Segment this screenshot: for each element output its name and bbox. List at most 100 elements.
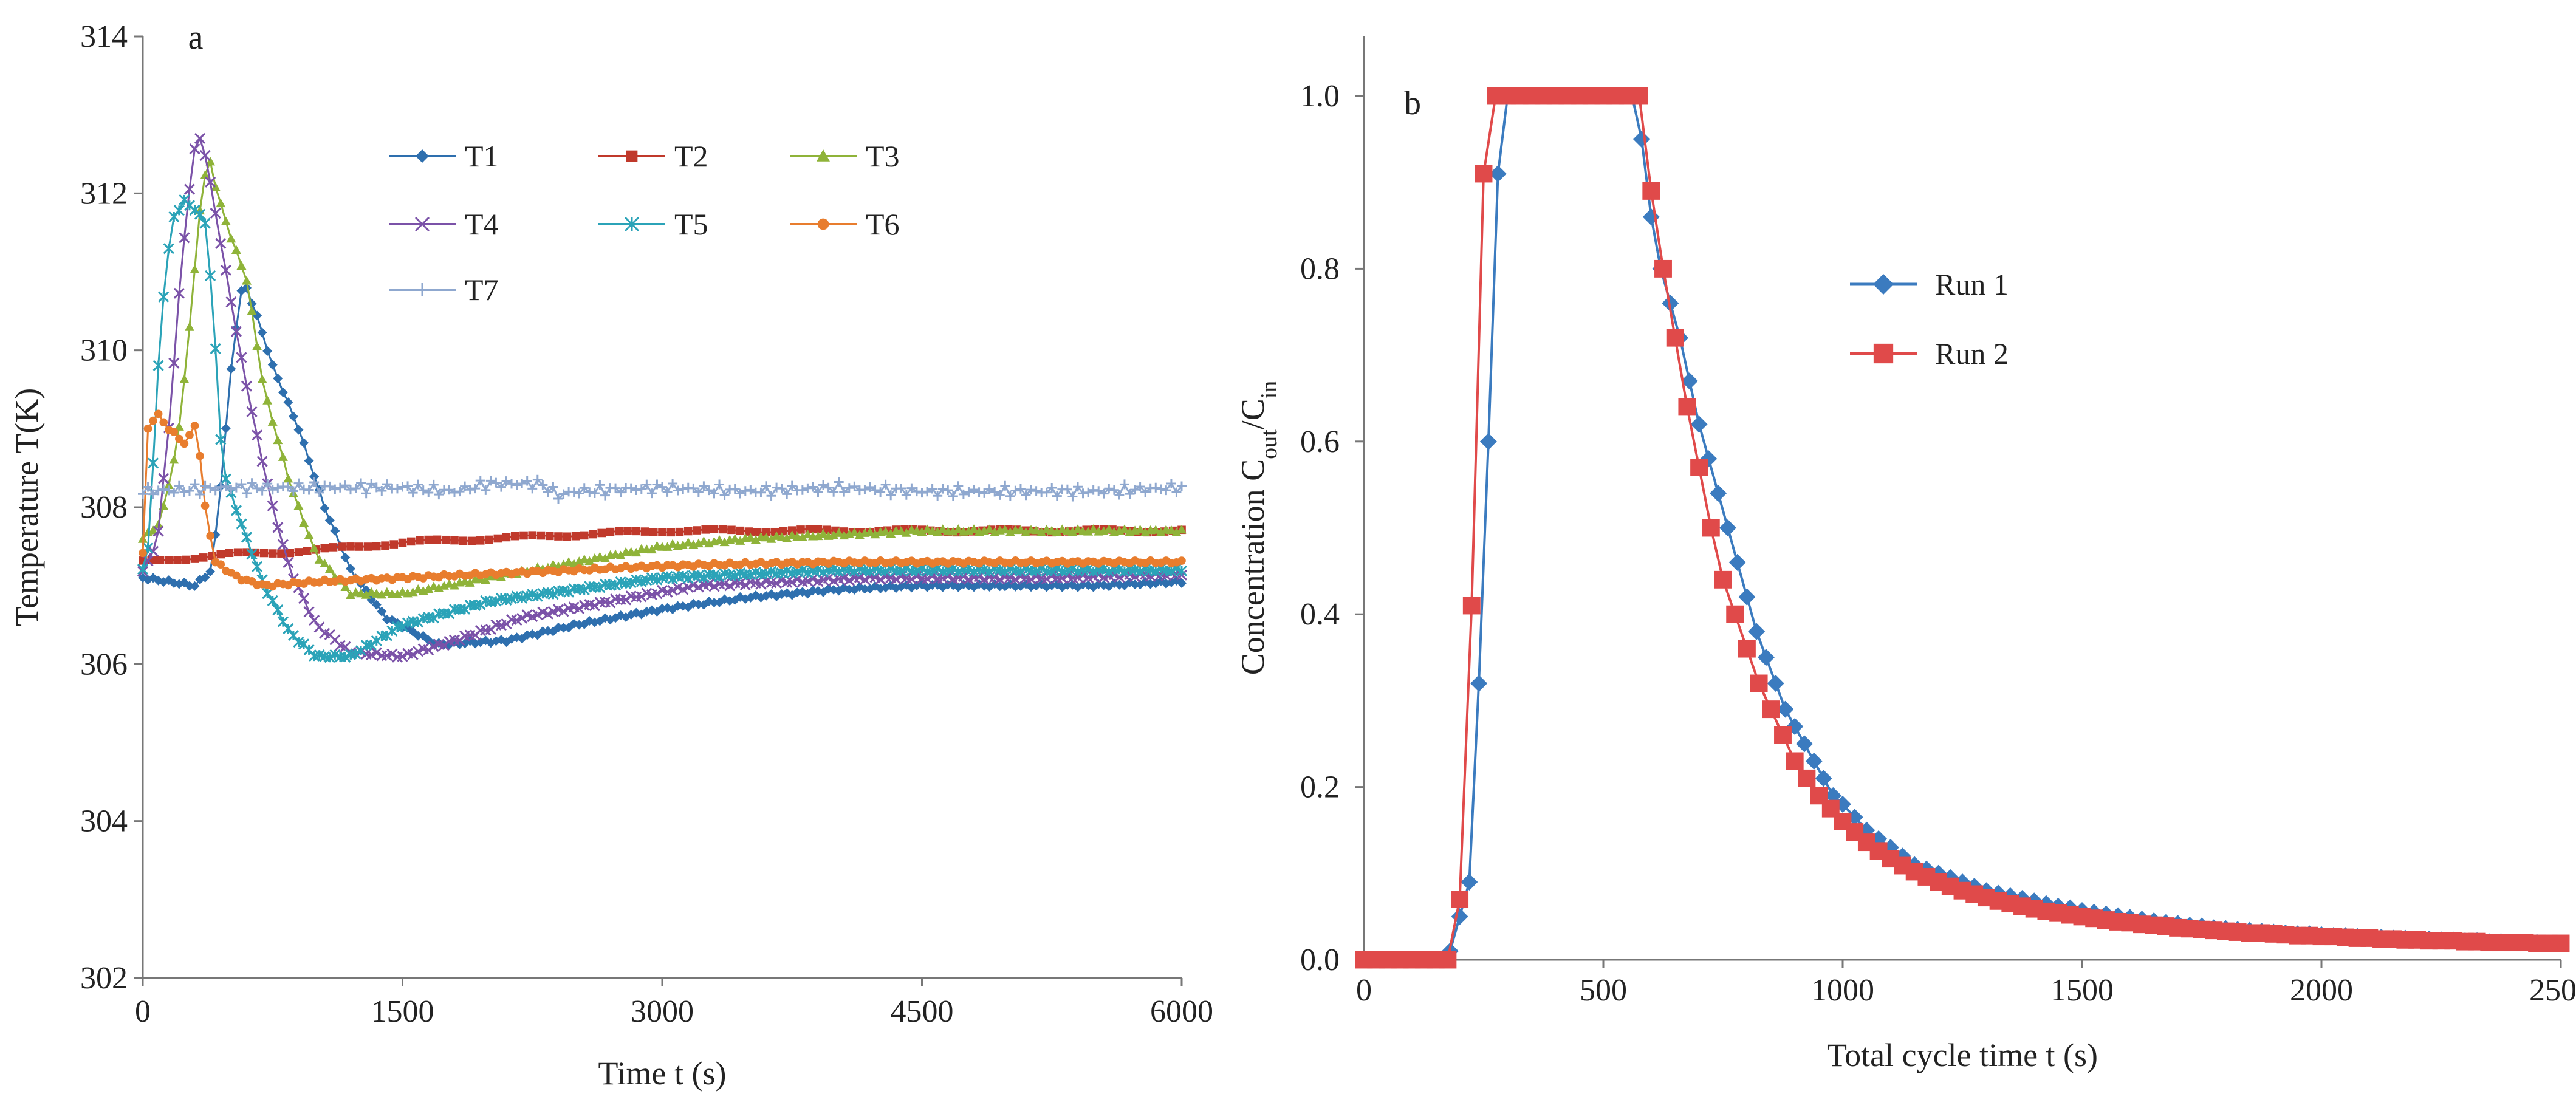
panel-a-point-t3 — [320, 558, 330, 568]
panel-a-point-t7 — [454, 487, 465, 497]
panel-a-point-t4 — [1041, 573, 1052, 585]
panel-a-point-t7 — [969, 484, 979, 494]
panel-a-point-t7 — [807, 482, 818, 492]
panel-a-point-t4 — [771, 577, 783, 589]
panel-b-point-run-1 — [1748, 623, 1766, 640]
panel-a-point-t2 — [502, 533, 511, 542]
panel-a-point-t2 — [303, 547, 312, 555]
panel-a-point-t1 — [226, 364, 236, 374]
panel-a-point-t2 — [398, 538, 407, 547]
panel-a-point-t3 — [584, 556, 595, 566]
panel-b-legend: Run 1 Run 2 — [1850, 267, 2009, 371]
panel-a-x-axis-title: Time t (s) — [598, 1055, 726, 1092]
panel-a-point-t7 — [252, 483, 262, 493]
panel-a-point-t4 — [309, 615, 320, 626]
panel-a-point-t1 — [538, 626, 548, 637]
panel-a-point-t5 — [999, 566, 1011, 577]
panel-a-point-t1 — [807, 586, 818, 596]
panel-b-point-run-2 — [1786, 752, 1804, 770]
panel-b-point-run-1 — [1728, 553, 1746, 571]
panel-a-point-t7 — [356, 478, 366, 488]
panel-a-point-t7 — [309, 477, 320, 488]
panel-a-point-t3 — [714, 535, 725, 544]
panel-b-y-tick-label: 0.8 — [1300, 251, 1340, 286]
panel-a-point-t7 — [382, 479, 392, 490]
panel-a-point-t7 — [719, 490, 730, 501]
panel-a-point-t2 — [372, 542, 381, 551]
panel-a-point-t5 — [609, 579, 622, 591]
panel-a-point-t7 — [922, 487, 933, 497]
legend-marker-t2 — [626, 150, 638, 162]
panel-a-point-t6 — [196, 451, 204, 460]
panel-a-point-t4 — [724, 580, 736, 592]
panel-a-point-t3 — [865, 527, 875, 536]
panel-a-point-t2 — [493, 534, 502, 543]
panel-a-point-t7 — [906, 483, 917, 493]
panel-a-point-t4 — [620, 594, 632, 606]
panel-a-point-t3 — [346, 590, 355, 599]
panel-a-point-t7 — [714, 479, 725, 490]
panel-a-point-t7 — [860, 484, 870, 494]
panel-a-point-t5 — [490, 595, 502, 607]
panel-b-point-run-2 — [1451, 891, 1469, 908]
panel-a-point-t7 — [589, 488, 600, 499]
panel-a-point-t5 — [152, 360, 164, 371]
panel-a-point-t4 — [651, 588, 663, 600]
panel-a-point-t4 — [397, 651, 408, 662]
panel-a-point-t7 — [1119, 479, 1129, 490]
panel-a-point-t2 — [485, 535, 493, 544]
panel-a-point-t7 — [377, 486, 387, 496]
panel-a-point-t1 — [330, 525, 340, 536]
panel-a-point-t7 — [1094, 486, 1104, 496]
panel-a-point-t7 — [673, 485, 683, 496]
panel-a-point-t3 — [849, 527, 860, 537]
panel-a-point-t7 — [1130, 485, 1140, 495]
panel-a-point-t6 — [143, 424, 152, 433]
panel-a-point-t3 — [969, 524, 979, 533]
panel-a-point-t3 — [745, 533, 756, 542]
panel-b-point-run-1 — [1805, 752, 1823, 770]
panel-a-point-t3 — [668, 539, 678, 548]
panel-a-point-t7 — [1135, 481, 1145, 491]
panel-a-point-t7 — [844, 483, 854, 493]
panel-a-point-t2 — [736, 526, 745, 535]
panel-a-point-t3 — [450, 581, 459, 590]
panel-a-point-t4 — [906, 573, 917, 585]
panel-a-point-t3 — [1000, 524, 1010, 534]
panel-a-point-t7 — [1109, 485, 1119, 495]
panel-a-point-t4 — [283, 557, 294, 569]
panel-a-point-t7 — [413, 479, 423, 490]
panel-a-point-t3 — [1083, 527, 1094, 536]
panel-a-point-t4 — [755, 578, 767, 590]
panel-b-y-axis-title-part: Concentration C — [1235, 459, 1271, 675]
panel-a-point-t3 — [304, 530, 314, 539]
panel-a-point-t7 — [974, 487, 984, 497]
panel-a-point-t7 — [221, 481, 231, 491]
panel-b-y-axis-title-part: /C — [1235, 398, 1271, 429]
panel-a-point-t3 — [428, 581, 439, 590]
panel-a-point-t3 — [937, 524, 948, 533]
panel-a-point-t2 — [649, 528, 658, 536]
panel-a-point-t4 — [194, 132, 206, 144]
panel-b-point-run-1 — [1710, 485, 1727, 502]
panel-b-point-run-1 — [1757, 649, 1775, 666]
panel-a-point-t7 — [896, 483, 906, 493]
panel-a-point-t7 — [870, 485, 880, 496]
panel-a-point-t3 — [169, 454, 179, 464]
panel-b-point-run-2 — [1462, 597, 1481, 615]
panel-a-point-t7 — [283, 482, 293, 492]
panel-a-y-tick-label: 312 — [80, 176, 128, 211]
panel-b-x-tick-label: 1000 — [1811, 973, 1874, 1008]
panel-a-point-t7 — [517, 478, 527, 488]
panel-b-point-run-1 — [1776, 700, 1794, 718]
panel-b-point-run-1 — [1470, 674, 1488, 692]
panel-a-point-t3 — [766, 534, 776, 543]
panel-a-point-t5 — [1118, 566, 1131, 577]
panel-a-point-t2 — [606, 527, 615, 536]
panel-a-point-t3 — [148, 525, 159, 535]
panel-a-point-t2 — [563, 532, 572, 541]
panel-a-point-t5 — [625, 577, 637, 589]
panel-a-point-t7 — [849, 481, 860, 491]
panel-b-y-tick-label: 0.4 — [1300, 597, 1340, 632]
panel-b-point-run-1 — [1815, 770, 1832, 787]
